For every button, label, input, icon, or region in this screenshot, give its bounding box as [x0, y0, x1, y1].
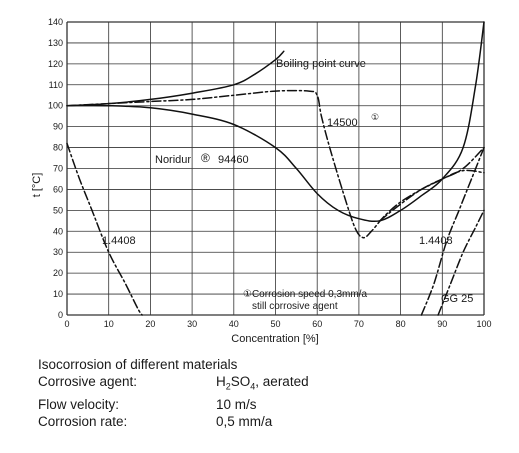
y-tick-80: 80 [53, 143, 63, 153]
footnote-line-2: still corrosive agent [252, 301, 338, 312]
label-noridur: Noridur [155, 154, 191, 166]
caption-row-corrosion-rate: Corrosion rate: 0,5 mm/a [38, 413, 309, 430]
x-tick-10: 10 [104, 319, 114, 329]
y-tick-130: 130 [48, 38, 63, 48]
x-tick-80: 80 [396, 319, 406, 329]
caption-row-flow-velocity: Flow velocity: 10 m/s [38, 396, 309, 413]
x-tick-20: 20 [145, 319, 155, 329]
label-noridur-number: 94460 [218, 154, 249, 166]
curve-boiling-point-curve-0 [66, 50, 285, 107]
label-14408-left: 1.4408 [102, 235, 136, 247]
curve-14500-1 [66, 89, 485, 239]
x-axis-label: Concentration [%] [231, 333, 318, 345]
caption-label-corrosion-rate: Corrosion rate: [38, 413, 128, 429]
formula-h: H [216, 374, 226, 389]
y-tick-140: 140 [48, 17, 63, 27]
label-boiling-point-curve: Boiling point curve [276, 58, 366, 70]
curve-1-4408-4 [379, 169, 485, 222]
x-tick-0: 0 [64, 319, 69, 329]
tick-labels: 0 10 20 30 40 50 60 70 80 90 100 0 10 20 30 40 50 60 70 80 9… [48, 17, 492, 329]
x-tick-30: 30 [187, 319, 197, 329]
caption-label-flow-velocity: Flow velocity: [38, 396, 120, 412]
label-14500: 14500 [327, 117, 358, 129]
y-tick-10: 10 [53, 289, 63, 299]
formula-sub-2: 2 [225, 381, 231, 392]
curve-gg-25-6 [437, 209, 485, 316]
y-tick-30: 30 [53, 247, 63, 257]
y-tick-60: 60 [53, 184, 63, 194]
curve-labels: Boiling point curve 14500 ① Noridur ® 94… [102, 58, 473, 312]
caption-value-corrosive-agent: H2SO4, aerated [216, 373, 309, 396]
y-axis-label: t [°C] [31, 173, 43, 198]
y-tick-20: 20 [53, 268, 63, 278]
y-tick-40: 40 [53, 226, 63, 236]
curve-1-4408-3 [66, 142, 143, 316]
curve-1-4408-5 [420, 146, 485, 316]
curves [66, 21, 485, 316]
x-tick-50: 50 [270, 319, 280, 329]
label-gg25: GG 25 [441, 293, 473, 305]
caption-title: Isocorrosion of different materials [38, 357, 238, 372]
caption-value-flow-velocity: 10 m/s [216, 396, 257, 412]
caption-value-corrosion-rate: 0,5 mm/a [216, 413, 273, 429]
y-tick-110: 110 [49, 80, 63, 90]
x-tick-70: 70 [354, 319, 364, 329]
formula-sub-4: 4 [250, 381, 256, 392]
caption-row-corrosive-agent: Corrosive agent: H2SO4, aerated [38, 373, 309, 396]
label-noridur-registered: ® [201, 151, 210, 165]
x-tick-90: 90 [437, 319, 447, 329]
x-tick-40: 40 [229, 319, 239, 329]
y-tick-70: 70 [53, 164, 63, 174]
x-tick-100: 100 [476, 319, 491, 329]
footnote-line-1: ①Corrosion speed 0,3mm/a [243, 289, 367, 300]
y-tick-100: 100 [48, 101, 63, 111]
caption-label-corrosive-agent: Corrosive agent: [38, 374, 138, 389]
formula-so: SO [230, 374, 251, 389]
y-tick-50: 50 [53, 205, 63, 215]
isocorrosion-chart: 0 10 20 30 40 50 60 70 80 90 100 0 10 20 30 40 50 60 70 80 9… [31, 17, 492, 345]
curve-noridur-94460-2 [66, 21, 485, 223]
formula-suffix: , aerated [255, 374, 309, 389]
label-14408-right: 1.4408 [419, 235, 453, 247]
chart-caption: Isocorrosion of different materials Corr… [38, 356, 309, 430]
y-tick-90: 90 [53, 122, 63, 132]
y-tick-120: 120 [48, 59, 63, 69]
y-tick-0: 0 [58, 310, 63, 320]
label-14500-marker: ① [371, 112, 379, 122]
grid [66, 21, 485, 316]
x-tick-60: 60 [312, 319, 322, 329]
